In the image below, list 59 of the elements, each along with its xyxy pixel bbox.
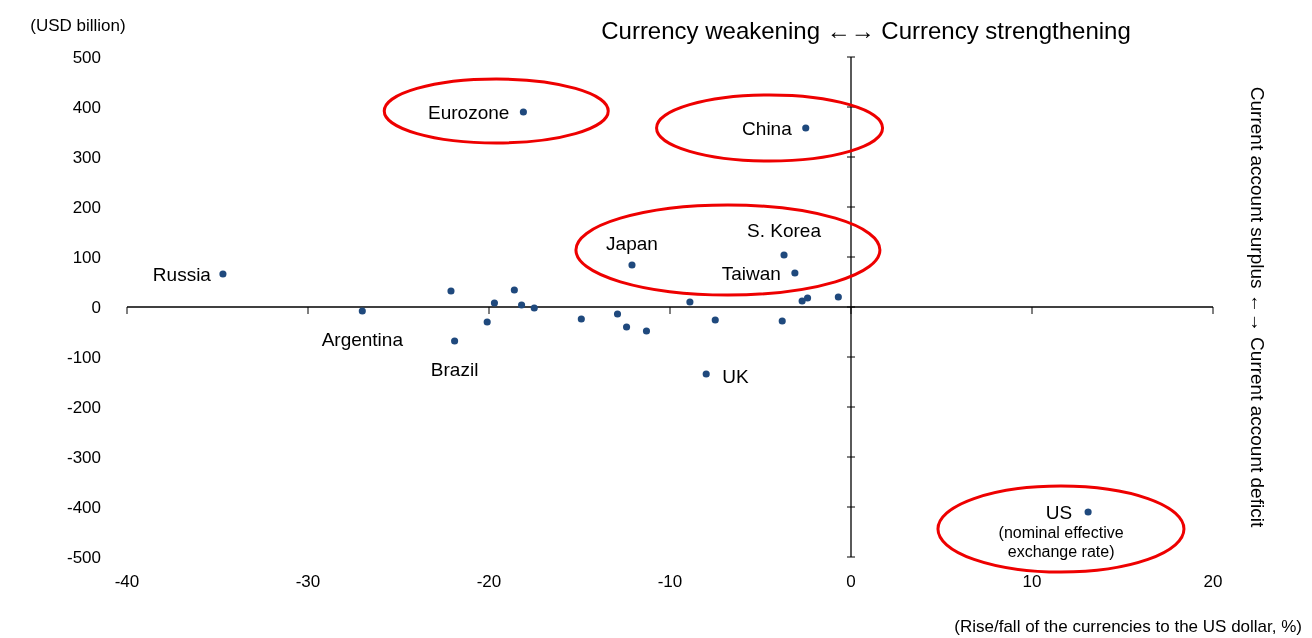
point: [490, 299, 498, 307]
x-axis-title: (Rise/fall of the currencies to the US dollar, %): [954, 617, 1302, 636]
point: [798, 297, 806, 305]
text: Currency weakening ←→ Currency strengthening: [601, 17, 1131, 45]
y-tick-label: 100: [72, 247, 101, 267]
x-tick-label: 10: [1022, 572, 1042, 591]
annotation: Brazil: [430, 358, 479, 380]
y-tick-label: 200: [72, 197, 101, 217]
annotation: Argentina: [321, 328, 404, 350]
annotation: Eurozone: [428, 101, 510, 123]
annotation: (nominal effective exchange rate): [998, 523, 1124, 560]
annotation: Japan: [606, 232, 658, 254]
y-tick-label: -100: [66, 347, 101, 367]
annotation: Russia: [152, 263, 212, 285]
y-tick-label: 0: [91, 297, 101, 317]
point: [702, 370, 710, 378]
annotation: US: [1045, 501, 1073, 523]
point: [628, 261, 636, 269]
point: [613, 310, 622, 318]
x-tick-label: 0: [846, 572, 856, 591]
point: [778, 317, 786, 325]
point: [358, 307, 366, 315]
point: [510, 286, 518, 294]
point: [1084, 508, 1092, 516]
point: [483, 318, 491, 326]
annotation: UK: [722, 365, 749, 387]
y-tick-label: -500: [66, 547, 101, 567]
y-tick-label: -400: [66, 497, 101, 517]
point: [834, 293, 842, 301]
x-tick-label: -20: [476, 572, 502, 591]
point: [219, 270, 227, 278]
point: [447, 287, 455, 295]
point: [711, 316, 719, 324]
y-tick-label: -200: [66, 397, 101, 417]
y-tick-label: 500: [72, 47, 101, 67]
x-tick-label: -40: [114, 572, 140, 591]
point: [577, 315, 585, 323]
annotation: Taiwan: [721, 262, 781, 284]
point: [530, 304, 538, 312]
x-tick-label: 20: [1203, 572, 1223, 591]
point: [622, 323, 631, 331]
point: [519, 108, 527, 116]
y-axis-title: (USD billion): [30, 16, 126, 35]
point: [451, 337, 459, 345]
y-tick-label: -300: [66, 447, 101, 467]
text: Current account surplus ←→ Current account deficit: [1247, 86, 1269, 528]
x-tick-label: -10: [657, 572, 683, 591]
y-tick-label: 300: [72, 147, 101, 167]
point: [791, 269, 799, 277]
point: [642, 327, 651, 335]
point: [518, 301, 526, 309]
annotation: S. Korea: [747, 219, 822, 241]
x-tick-label: -30: [295, 572, 321, 591]
point: [802, 124, 810, 132]
point: [686, 298, 694, 306]
point: [780, 251, 788, 259]
point: [803, 294, 812, 302]
annotation: China: [742, 117, 793, 139]
y-tick-label: 400: [72, 97, 101, 117]
